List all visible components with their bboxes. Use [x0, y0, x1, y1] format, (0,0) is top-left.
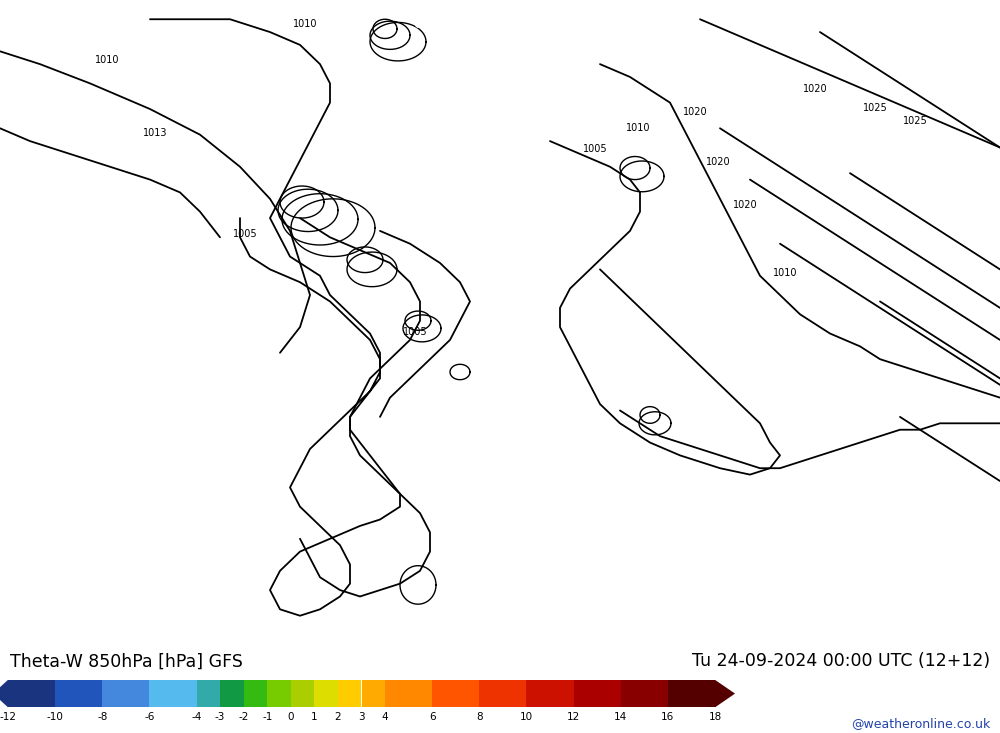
Text: 1020: 1020	[803, 84, 827, 94]
Text: 1020: 1020	[733, 200, 757, 210]
Text: 1005: 1005	[403, 327, 427, 336]
Polygon shape	[715, 680, 735, 707]
Bar	[102, 680, 149, 707]
Text: 16: 16	[661, 712, 674, 722]
Text: 1010: 1010	[626, 123, 650, 133]
Bar	[314, 680, 338, 707]
Bar	[479, 680, 526, 707]
Bar	[197, 680, 220, 707]
Bar	[574, 680, 621, 707]
Text: Theta-W 850hPa [hPa] GFS: Theta-W 850hPa [hPa] GFS	[10, 652, 243, 671]
Text: -10: -10	[47, 712, 64, 722]
Bar	[338, 680, 361, 707]
Text: -3: -3	[215, 712, 225, 722]
Text: 10: 10	[520, 712, 533, 722]
Text: -2: -2	[238, 712, 249, 722]
Bar	[385, 680, 432, 707]
Text: -1: -1	[262, 712, 272, 722]
Text: -6: -6	[144, 712, 155, 722]
Bar	[220, 680, 244, 707]
Bar	[267, 680, 291, 707]
Bar	[668, 680, 715, 707]
Text: 12: 12	[567, 712, 580, 722]
Text: 8: 8	[476, 712, 483, 722]
Text: 14: 14	[614, 712, 627, 722]
Text: 1020: 1020	[706, 157, 730, 166]
Text: 1: 1	[311, 712, 318, 722]
Bar	[55, 680, 102, 707]
Text: 1025: 1025	[863, 103, 887, 113]
Bar	[362, 680, 385, 707]
Bar	[526, 680, 574, 707]
Text: 1005: 1005	[233, 229, 257, 239]
Text: 4: 4	[382, 712, 388, 722]
Text: 1020: 1020	[683, 107, 707, 117]
Text: 1013: 1013	[143, 128, 167, 139]
Text: 0: 0	[288, 712, 294, 722]
Bar	[291, 680, 314, 707]
Bar	[621, 680, 668, 707]
Text: 2: 2	[335, 712, 341, 722]
Text: 1025: 1025	[903, 116, 927, 125]
Text: 1010: 1010	[773, 268, 797, 278]
Bar	[149, 680, 197, 707]
Text: -4: -4	[191, 712, 202, 722]
Text: Tu 24-09-2024 00:00 UTC (12+12): Tu 24-09-2024 00:00 UTC (12+12)	[692, 652, 990, 671]
Text: 6: 6	[429, 712, 436, 722]
Text: 1010: 1010	[293, 19, 317, 29]
Text: 1010: 1010	[95, 55, 119, 65]
Text: -8: -8	[97, 712, 107, 722]
Text: 1005: 1005	[583, 144, 607, 154]
Bar	[244, 680, 267, 707]
Text: @weatheronline.co.uk: @weatheronline.co.uk	[851, 718, 990, 730]
Polygon shape	[0, 680, 8, 707]
Text: -12: -12	[0, 712, 16, 722]
Bar	[8, 680, 55, 707]
Bar	[432, 680, 479, 707]
Text: 18: 18	[708, 712, 722, 722]
Text: 3: 3	[358, 712, 365, 722]
